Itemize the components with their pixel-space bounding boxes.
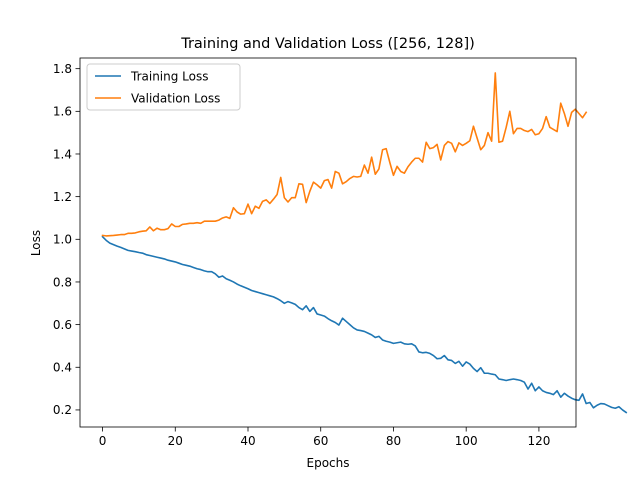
- series-line-validation-loss: [101, 72, 588, 237]
- y-tick-label: 1.8: [53, 62, 72, 76]
- plot-frame: [79, 57, 577, 428]
- plot-area: [79, 57, 628, 428]
- y-tick-label: 0.8: [53, 275, 72, 289]
- x-tick-label: 40: [240, 434, 255, 448]
- legend: Training Loss Validation Loss: [86, 63, 241, 111]
- y-tick-label: 1.2: [53, 190, 72, 204]
- y-tick-label: 0.6: [53, 318, 72, 332]
- y-axis: 0.2 0.4 0.6 0.8 1.0 1.2 1.4 1.6 1.8: [53, 62, 80, 417]
- legend-label: Validation Loss: [131, 91, 220, 105]
- chart-title: Training and Validation Loss ([256, 128]…: [180, 36, 475, 52]
- x-tick-label: 20: [168, 434, 183, 448]
- y-tick-label: 1.4: [53, 147, 72, 161]
- legend-label: Training Loss: [130, 69, 208, 83]
- x-tick-label: 80: [386, 434, 401, 448]
- legend-box: [86, 63, 241, 111]
- x-axis-label: Epochs: [307, 456, 350, 470]
- x-tick-label: 120: [527, 434, 550, 448]
- series-line-training-loss: [101, 235, 628, 414]
- y-tick-label: 1.6: [53, 105, 72, 119]
- y-tick-label: 0.4: [53, 361, 72, 375]
- y-tick-label: 0.2: [53, 403, 72, 417]
- x-tick-label: 0: [99, 434, 107, 448]
- x-tick-label: 60: [313, 434, 328, 448]
- plot-background: [80, 58, 576, 427]
- y-axis-label: Loss: [29, 230, 43, 256]
- x-axis: 0 20 40 60 80 100 120: [99, 427, 550, 448]
- series-layer: [101, 72, 628, 414]
- y-tick-label: 1.0: [53, 233, 72, 247]
- x-tick-label: 100: [455, 434, 478, 448]
